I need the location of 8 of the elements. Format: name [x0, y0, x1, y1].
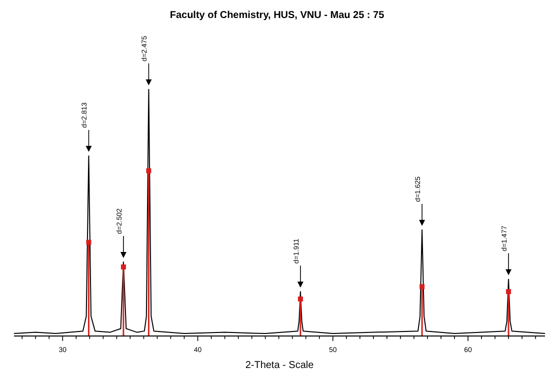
x-axis-title: 2-Theta - Scale — [245, 360, 314, 371]
point — [146, 168, 152, 174]
point — [120, 264, 126, 270]
point — [86, 240, 92, 245]
point — [420, 284, 425, 290]
point — [506, 289, 512, 294]
chart-title: Faculty of Chemistry, HUS, VNU - Mau 25 : 75 — [170, 10, 385, 21]
point — [298, 296, 303, 302]
